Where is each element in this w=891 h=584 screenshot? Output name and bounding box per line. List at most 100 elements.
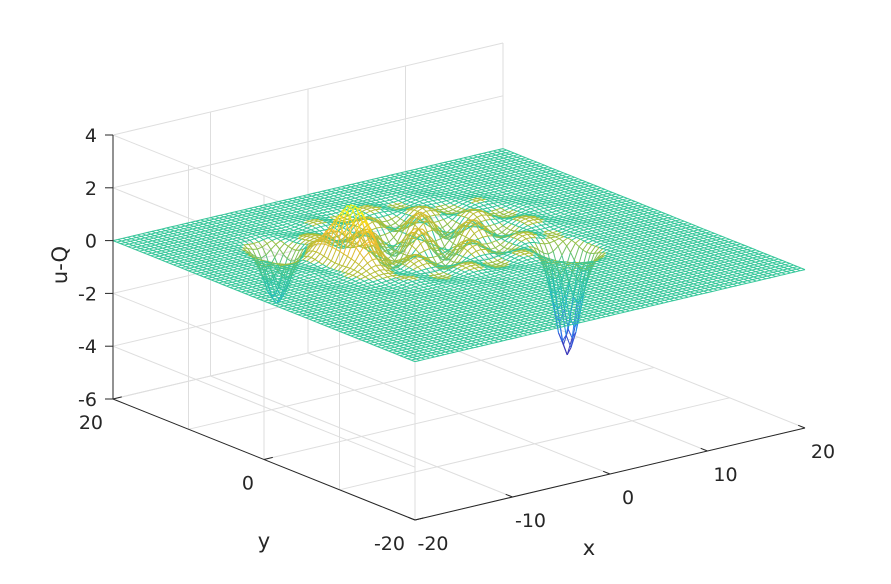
- mesh-segment: [523, 222, 529, 226]
- mesh-segment: [365, 212, 370, 216]
- mesh-segment: [348, 273, 354, 276]
- mesh-segment: [422, 207, 427, 212]
- mesh-segment: [458, 254, 463, 258]
- mesh-segment: [472, 213, 478, 218]
- mesh-segment: [314, 259, 320, 263]
- mesh-segment: [526, 233, 532, 238]
- mesh-segment: [512, 243, 517, 246]
- mesh-segment: [488, 258, 493, 263]
- mesh-segment: [449, 202, 455, 206]
- side-wall-grid-z: [112, 292, 416, 415]
- mesh-segment: [494, 247, 500, 252]
- mesh-segment: [408, 267, 414, 271]
- mesh-segment: [493, 257, 498, 261]
- mesh-segment: [312, 250, 317, 253]
- mesh-segment: [485, 219, 490, 227]
- mesh-segment: [448, 206, 454, 211]
- mesh-segment: [443, 219, 448, 225]
- mesh-segment: [423, 250, 429, 258]
- mesh-segment: [532, 223, 537, 227]
- mesh-segment: [495, 218, 500, 223]
- mesh-segment: [384, 234, 390, 243]
- mesh-segment: [377, 279, 382, 284]
- mesh-segment: [506, 227, 511, 231]
- mesh-segment: [482, 236, 488, 245]
- mesh-segment: [253, 243, 258, 250]
- mesh-segment: [536, 226, 541, 230]
- mesh-segment: [503, 246, 508, 250]
- mesh-segment: [480, 249, 486, 255]
- mesh-segment: [470, 228, 475, 234]
- mesh-segment: [365, 276, 370, 280]
- mesh-segment: [373, 277, 379, 281]
- mesh-segment: [321, 243, 325, 245]
- mesh-segment: [370, 210, 375, 215]
- mesh-segment: [501, 231, 506, 235]
- mesh-segment: [278, 277, 284, 287]
- mesh-segment: [475, 250, 481, 257]
- mesh-segment: [383, 273, 388, 278]
- mesh-segment: [378, 275, 383, 279]
- mesh-segment: [578, 246, 584, 251]
- mesh-segment: [434, 270, 440, 275]
- mesh-segment: [438, 220, 443, 228]
- mesh-segment: [566, 245, 571, 253]
- mesh-segment: [378, 212, 384, 217]
- mesh-segment: [280, 240, 285, 244]
- mesh-segment: [467, 250, 472, 255]
- mesh-segment: [570, 252, 575, 261]
- mesh-segment: [343, 253, 348, 257]
- mesh-segment: [245, 237, 251, 241]
- mesh-segment: [571, 239, 576, 244]
- mesh-segment: [544, 243, 549, 255]
- mesh-segment: [357, 271, 362, 275]
- mesh-segment: [369, 273, 375, 278]
- mesh-segment: [265, 265, 270, 267]
- mesh-segment: [395, 222, 400, 227]
- mesh-segment: [389, 231, 395, 238]
- mesh-segment: [422, 264, 427, 270]
- mesh-segment: [352, 274, 357, 278]
- mesh-segment: [495, 209, 501, 213]
- mesh-segment: [328, 245, 333, 248]
- mesh-segment: [363, 280, 369, 284]
- mesh-segment: [307, 255, 312, 258]
- mesh-segment: [490, 219, 495, 225]
- mesh-segment: [375, 209, 380, 213]
- mesh-segment: [489, 225, 494, 232]
- mesh-segment: [366, 270, 371, 275]
- mesh-segment: [258, 241, 263, 248]
- mesh-segment: [379, 269, 385, 275]
- back-wall-grid-z: [112, 42, 504, 136]
- mesh-segment: [358, 264, 363, 269]
- mesh-segment: [311, 257, 316, 260]
- mesh-segment: [449, 239, 454, 244]
- mesh-segment: [498, 222, 504, 227]
- mesh-segment: [453, 204, 458, 208]
- mesh-segment: [284, 243, 289, 247]
- mesh-segment: [267, 237, 273, 241]
- mesh-segment: [332, 246, 337, 250]
- mesh-segment: [436, 202, 441, 207]
- mesh-segment: [521, 240, 526, 245]
- mesh-segment: [583, 240, 589, 244]
- mesh-segment: [254, 238, 259, 243]
- mesh-segment: [370, 267, 376, 273]
- mesh-segment: [287, 245, 293, 250]
- mesh-segment: [420, 243, 425, 252]
- mesh-segment: [440, 238, 445, 247]
- mesh-segment: [271, 240, 277, 245]
- mesh-segment: [520, 220, 525, 224]
- mesh-segment: [374, 271, 380, 276]
- mesh-segment: [415, 249, 420, 254]
- mesh-segment: [582, 249, 587, 253]
- mesh-segment: [331, 260, 336, 264]
- mesh-segment: [515, 224, 520, 228]
- mesh-segment: [487, 235, 493, 243]
- mesh-segment: [363, 257, 368, 264]
- mesh-segment: [266, 243, 272, 250]
- mesh-segment: [502, 225, 508, 229]
- mesh-segment: [353, 269, 358, 273]
- mesh-segment: [511, 223, 516, 226]
